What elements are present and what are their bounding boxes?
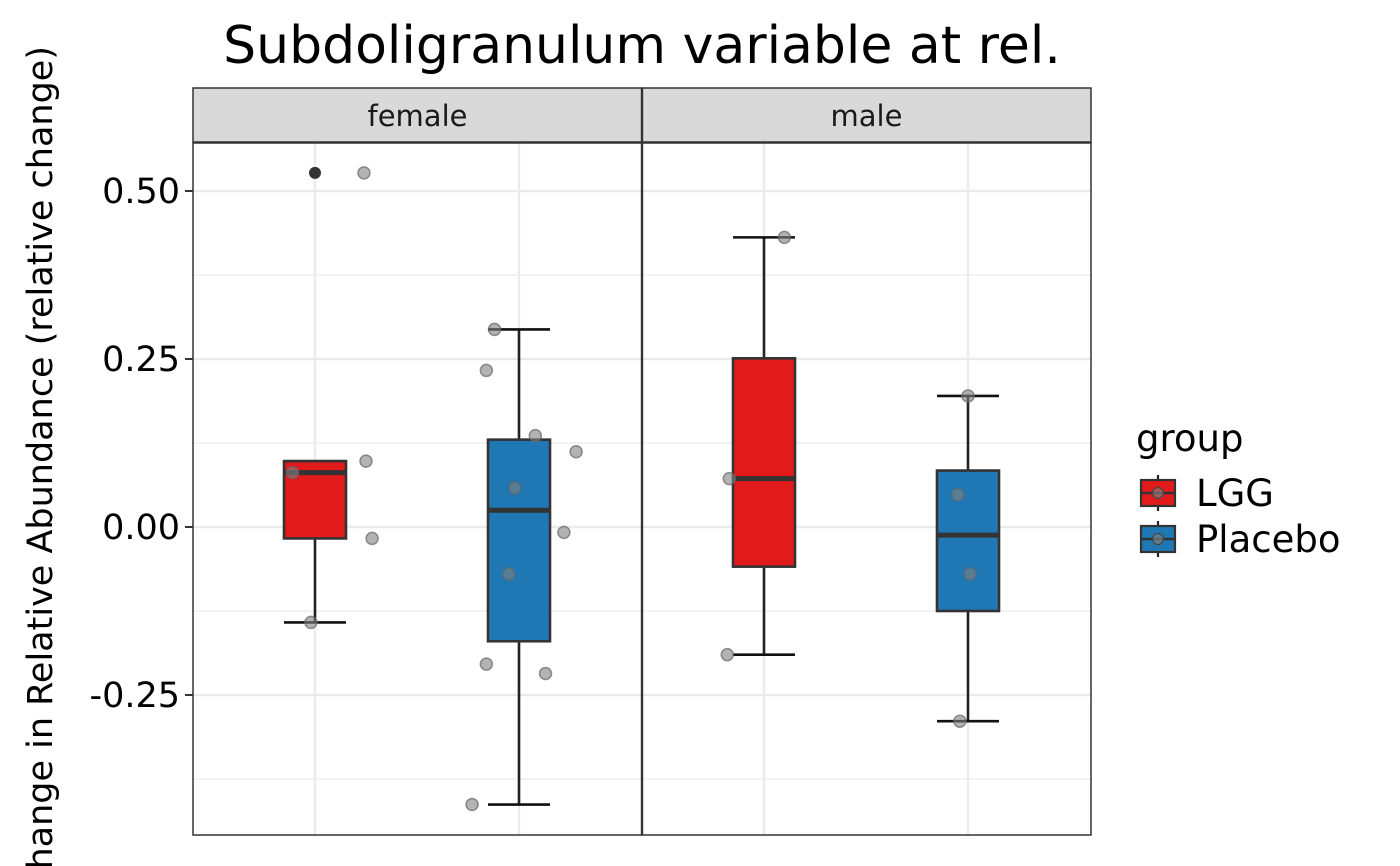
data-point [502, 567, 516, 581]
panel-background [642, 143, 1091, 835]
y-tick-label: 0.00 [102, 508, 180, 548]
data-point [365, 531, 379, 546]
data-point [951, 487, 965, 502]
data-point [722, 471, 737, 486]
facet-label-female: female [368, 99, 468, 133]
legend-title: group [1136, 417, 1243, 460]
y-tick-label: -0.25 [89, 676, 180, 716]
data-point [961, 389, 975, 403]
legend-label-lgg: LGG [1196, 472, 1274, 515]
data-point [479, 363, 494, 378]
y-axis-title: Change in Relative Abundance (relative c… [21, 46, 61, 866]
box-male-lgg [731, 357, 797, 568]
box-female-placebo [486, 438, 552, 643]
data-point [285, 465, 300, 480]
legend-key-point [1151, 486, 1165, 500]
facet-strip [641, 87, 1092, 143]
data-point [357, 166, 371, 180]
data-point [479, 657, 494, 671]
plot-layer: female male -0.25 0.00 0.25 0.50 [89, 87, 1092, 836]
data-point [508, 481, 522, 495]
panel-background [193, 143, 642, 835]
data-point [487, 322, 502, 337]
y-tick-label: 0.25 [102, 340, 180, 380]
facet-label-male: male [831, 99, 903, 133]
legend-label-placebo: Placebo [1196, 518, 1341, 561]
data-point [304, 615, 318, 630]
y-tick-label: 0.50 [102, 172, 180, 212]
data-point [538, 666, 553, 681]
data-point [557, 525, 571, 540]
box-male-placebo [935, 469, 1001, 613]
data-point [465, 797, 479, 812]
data-point [359, 454, 373, 468]
legend-key-lgg [1139, 475, 1177, 511]
legend-key-point [1151, 532, 1165, 546]
data-point [569, 444, 583, 459]
data-point [720, 647, 735, 662]
data-point [963, 567, 977, 581]
data-point [953, 714, 967, 728]
chart-title: Subdoligranulum variable at rel. [223, 16, 1061, 76]
legend-key-placebo [1139, 521, 1177, 557]
data-point [777, 230, 792, 245]
data-point [528, 428, 543, 443]
outlier-point-female-lgg [309, 166, 321, 179]
